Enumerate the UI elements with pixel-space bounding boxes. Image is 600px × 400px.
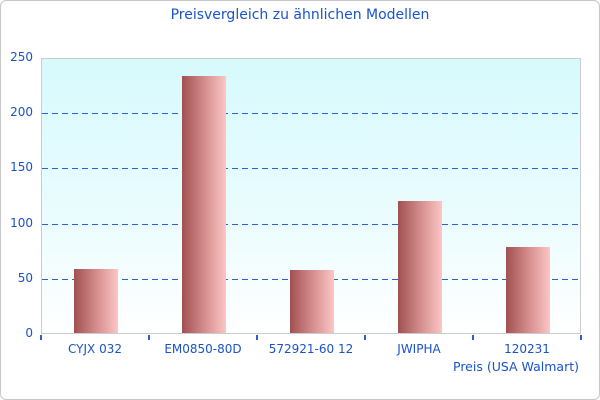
y-axis-label-250: 250 bbox=[10, 50, 33, 64]
x-axis-label-CYJX 032: CYJX 032 bbox=[68, 342, 122, 356]
gridline-150 bbox=[42, 168, 580, 170]
y-axis-label-0: 0 bbox=[25, 326, 33, 340]
x-axis-tick bbox=[40, 335, 42, 340]
x-axis-label-572921-60 12: 572921-60 12 bbox=[268, 342, 354, 356]
x-axis-label-120231: 120231 bbox=[504, 342, 550, 356]
plot-area bbox=[41, 58, 581, 334]
x-axis-tick bbox=[580, 335, 582, 340]
y-axis-label-100: 100 bbox=[10, 215, 33, 230]
bar-572921-60 12 bbox=[290, 270, 334, 333]
bar-CYJX 032 bbox=[74, 268, 118, 333]
x-axis-tick bbox=[472, 335, 474, 340]
y-axis-label-200: 200 bbox=[10, 105, 33, 120]
y-axis-label-50: 50 bbox=[17, 270, 33, 285]
bar-JWIPHA bbox=[398, 200, 442, 333]
x-axis-tick bbox=[256, 335, 258, 340]
x-axis-tick bbox=[364, 335, 366, 340]
bar-EM0850-80D bbox=[182, 75, 226, 333]
x-axis-label-EM0850-80D: EM0850-80D bbox=[164, 342, 242, 356]
x-axis-title: Preis (USA Walmart) bbox=[453, 359, 579, 374]
x-axis-tick bbox=[148, 335, 150, 340]
gridline-100 bbox=[42, 223, 580, 225]
y-axis-label-150: 150 bbox=[10, 160, 33, 175]
x-axis-label-JWIPHA: JWIPHA bbox=[397, 342, 441, 356]
gridline-200 bbox=[42, 113, 580, 115]
chart-title: Preisvergleich zu ähnlichen Modellen bbox=[170, 7, 430, 23]
bar-120231 bbox=[506, 246, 550, 333]
